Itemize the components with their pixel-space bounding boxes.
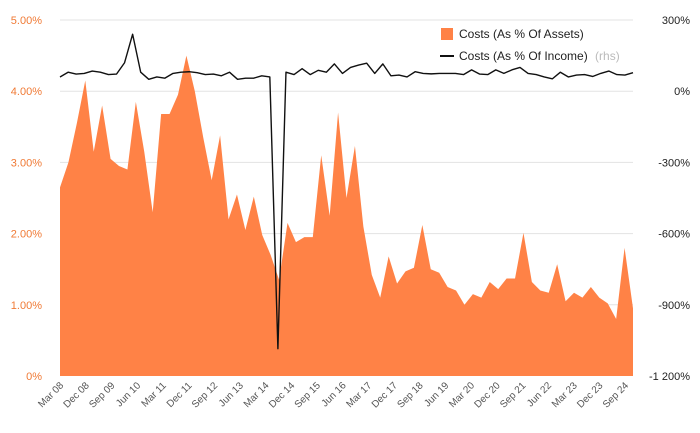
y-left-tick-label: 1.00% bbox=[11, 300, 42, 312]
x-tick-label: Dec 11 bbox=[165, 380, 195, 410]
x-tick-label: Jun 22 bbox=[525, 380, 554, 409]
y-left-tick-label: 0% bbox=[26, 371, 42, 383]
y-axis-right: -1 200% -900% -600% -300% 0% 300% bbox=[649, 15, 690, 383]
x-tick-label: Mar 17 bbox=[345, 380, 375, 410]
x-tick-label: Dec 17 bbox=[370, 380, 400, 410]
series-area-costs-assets bbox=[60, 55, 633, 376]
y-right-tick-label: 0% bbox=[674, 86, 690, 98]
x-tick-label: Jun 13 bbox=[217, 380, 246, 409]
x-tick-label: Sep 21 bbox=[498, 380, 528, 410]
legend-label-costs-income: Costs (As % Of Income) (rhs) bbox=[459, 49, 620, 63]
series-line-costs-income bbox=[59, 33, 634, 350]
x-tick-label: Sep 15 bbox=[293, 380, 323, 410]
y-right-tick-label: 300% bbox=[662, 15, 690, 27]
legend-label-costs-income-axis-note: (rhs) bbox=[595, 49, 620, 63]
x-tick-label: Sep 24 bbox=[601, 380, 631, 410]
y-right-tick-label: -600% bbox=[658, 229, 690, 241]
y-right-tick-label: -300% bbox=[658, 157, 690, 169]
x-tick-label: Dec 23 bbox=[575, 380, 605, 410]
y-left-tick-label: 2.00% bbox=[11, 229, 42, 241]
legend-label-costs-assets: Costs (As % Of Assets) bbox=[459, 27, 584, 41]
y-left-tick-label: 4.00% bbox=[11, 86, 42, 98]
x-tick-label: Dec 08 bbox=[62, 380, 92, 410]
x-tick-label: Mar 14 bbox=[242, 380, 272, 410]
x-tick-label: Jun 16 bbox=[320, 380, 349, 409]
y-axis-left: 0% 1.00% 2.00% 3.00% 4.00% 5.00% bbox=[11, 15, 42, 383]
x-tick-label: Sep 09 bbox=[87, 380, 117, 410]
y-right-tick-label: -1 200% bbox=[649, 371, 690, 383]
legend: Costs (As % Of Assets) Costs (As % Of In… bbox=[440, 27, 620, 63]
x-tick-label: Mar 08 bbox=[36, 380, 66, 410]
x-tick-label: Mar 11 bbox=[140, 380, 170, 410]
legend-label-costs-income-name: Costs (As % Of Income) bbox=[459, 49, 588, 63]
x-tick-label: Jun 10 bbox=[114, 380, 143, 409]
y-left-tick-label: 3.00% bbox=[11, 157, 42, 169]
x-tick-label: Mar 20 bbox=[447, 380, 477, 410]
x-tick-label: Dec 14 bbox=[267, 380, 297, 410]
y-left-tick-label: 5.00% bbox=[11, 15, 42, 27]
y-right-tick-label: -900% bbox=[658, 300, 690, 312]
x-tick-label: Dec 20 bbox=[473, 380, 503, 410]
x-tick-label: Mar 23 bbox=[550, 380, 580, 410]
x-tick-label: Sep 18 bbox=[395, 380, 425, 410]
x-tick-label: Sep 12 bbox=[190, 380, 220, 410]
legend-marker-costs-assets bbox=[441, 28, 453, 40]
x-tick-label: Jun 19 bbox=[422, 380, 451, 409]
plot-area bbox=[59, 33, 634, 376]
